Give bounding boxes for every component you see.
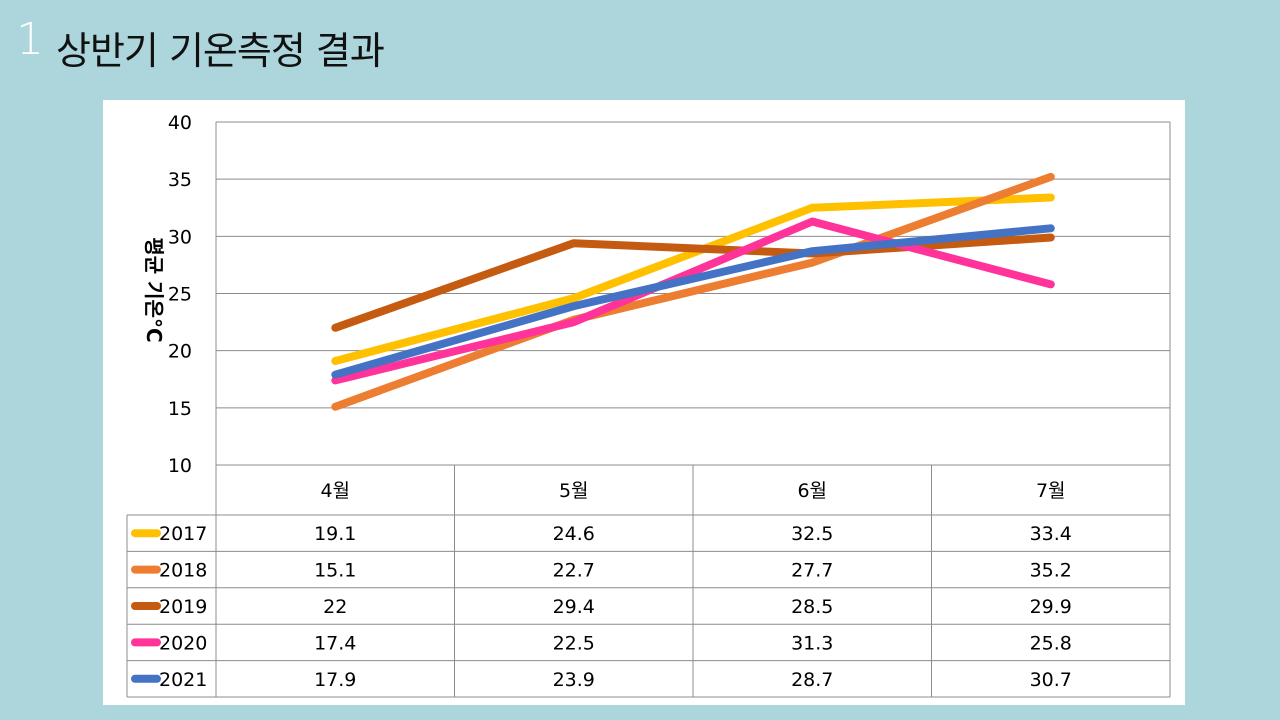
series-line-2021 xyxy=(331,224,1055,379)
legend-label: 2018 xyxy=(159,560,207,582)
series-line-2020 xyxy=(331,217,1055,385)
series-line-2019 xyxy=(331,233,1055,332)
line-chart: 10 15 20 25 30 35 40 평균 기온°C 4월 5월 6월 7월 2017 19.1 2… xyxy=(126,112,1171,698)
data-label: 29.4 xyxy=(553,596,595,618)
x-tick-label: 4월 xyxy=(320,480,350,502)
data-label: 29.9 xyxy=(1030,596,1072,618)
data-label: 32.5 xyxy=(791,523,833,545)
x-tick-label: 7월 xyxy=(1036,480,1066,502)
x-tick-label: 5월 xyxy=(559,480,589,502)
legend-label: 2017 xyxy=(159,523,207,545)
data-label: 23.9 xyxy=(553,669,595,691)
data-label: 22.5 xyxy=(553,632,595,654)
data-label: 17.4 xyxy=(314,632,356,654)
series-line-2018 xyxy=(331,172,1055,411)
data-label: 22.7 xyxy=(553,560,595,582)
y-tick-label: 35 xyxy=(168,169,192,191)
data-label: 19.1 xyxy=(314,523,356,545)
data-label: 15.1 xyxy=(314,560,356,582)
data-label: 24.6 xyxy=(553,523,595,545)
data-label: 30.7 xyxy=(1030,669,1072,691)
y-tick-label: 10 xyxy=(168,455,192,477)
slide-number: 1 xyxy=(16,14,44,65)
data-table: 4월 5월 6월 7월 2017 19.1 24.6 32.5 33.4 2018 15.1 22.7… xyxy=(126,122,1171,698)
series-lines xyxy=(331,172,1055,411)
y-axis-label: 평균 기온°C xyxy=(142,237,166,342)
data-label: 27.7 xyxy=(791,560,833,582)
data-label: 31.3 xyxy=(791,632,833,654)
legend-label: 2020 xyxy=(159,632,207,654)
y-tick-label: 15 xyxy=(168,398,192,420)
y-tick-label: 40 xyxy=(168,112,192,134)
chart-panel: 10 15 20 25 30 35 40 평균 기온°C 4월 5월 6월 7월 2017 19.1 2… xyxy=(103,100,1185,705)
y-tick-label: 20 xyxy=(168,341,192,363)
data-label: 33.4 xyxy=(1030,523,1072,545)
data-label: 28.5 xyxy=(791,596,833,618)
slide-title: 상반기 기온측정 결과 xyxy=(56,29,385,73)
data-label: 17.9 xyxy=(314,669,356,691)
x-tick-label: 6월 xyxy=(797,480,827,502)
y-tick-label: 30 xyxy=(168,226,192,248)
data-label: 22 xyxy=(323,596,347,618)
data-label: 28.7 xyxy=(791,669,833,691)
series-line-2017 xyxy=(331,193,1055,365)
legend-label: 2021 xyxy=(159,669,207,691)
y-axis-ticks: 10 15 20 25 30 35 40 xyxy=(168,112,192,477)
data-label: 35.2 xyxy=(1030,560,1072,582)
y-tick-label: 25 xyxy=(168,284,192,306)
data-label: 25.8 xyxy=(1030,632,1072,654)
legend-label: 2019 xyxy=(159,596,207,618)
